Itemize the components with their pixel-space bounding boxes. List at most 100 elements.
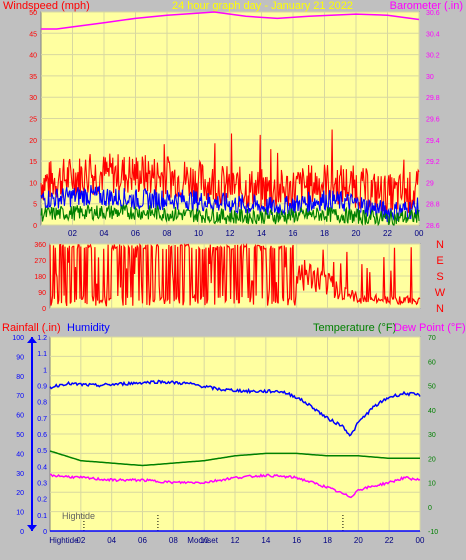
wind-direction-series [49, 242, 421, 307]
rainfall-tick-label: 0.1 [37, 513, 47, 520]
rainfall-tick-label: 1 [43, 367, 47, 374]
temperature-axis-title: Temperature (°F) [313, 322, 396, 334]
direction-tick-label: 0 [42, 306, 46, 313]
direction-tick-label: 90 [38, 290, 46, 297]
time-tick-label: 02 [68, 229, 77, 238]
temperature-tick-label: 10 [428, 481, 436, 488]
time-tick-label: 04 [100, 229, 109, 238]
humidity-axis-arrow [27, 525, 37, 531]
windspeed-low-line [40, 203, 420, 227]
barometer-tick-label: 28.6 [426, 223, 440, 230]
barometer-axis: 28.6 28.8 29 29.2 29.4 29.6 29.8 30 30.2 30.4 30.6 [426, 10, 440, 230]
barometer-tick-label: 29.6 [426, 117, 440, 124]
humidity-axis-title: Humidity [67, 322, 110, 334]
windspeed-tick-label: 35 [29, 74, 37, 81]
humidity-tick-label: 10 [16, 510, 24, 517]
wind-direction-axis: 0 90 180 270 360 [34, 242, 46, 313]
barometer-tick-label: 30.4 [426, 31, 440, 38]
temperature-tick-label: 30 [428, 432, 436, 439]
rainfall-tick-label: 0.7 [37, 416, 47, 423]
rainfall-tick-label: 0.9 [37, 384, 47, 391]
time3-tick-label: 10 [200, 536, 209, 545]
rain-humidity-temp-grid [50, 336, 421, 532]
windspeed-tick-label: 30 [29, 95, 37, 102]
time-axis-top: 02 04 06 08 10 12 14 16 18 20 22 00 [68, 229, 424, 238]
direction-tick-label: 360 [34, 242, 46, 249]
humidity-tick-label: 20 [16, 490, 24, 497]
windspeed-tick-label: 5 [33, 202, 37, 209]
barometer-tick-label: 30 [426, 74, 434, 81]
time-tick-label: 22 [383, 229, 392, 238]
direction-tick-label: 270 [34, 258, 46, 265]
time-tick-label: 20 [352, 229, 361, 238]
time3-tick-label: Hightide [49, 536, 79, 545]
dew_point-line [49, 473, 421, 499]
temperature-tick-label: 40 [428, 408, 436, 415]
direction-tick-label: 180 [34, 274, 46, 281]
humidity-axis: 0 10 20 30 40 50 60 70 80 90 100 [12, 335, 37, 536]
windspeed-tick-label: 0 [33, 223, 37, 230]
temperature-tick-label: 70 [428, 335, 436, 342]
humidity-axis-arrow [27, 337, 37, 343]
time3-tick-label: 12 [231, 536, 240, 545]
time-tick-label: 06 [131, 229, 140, 238]
time3-tick-label: 22 [385, 536, 394, 545]
windspeed-axis: 0 5 10 15 20 25 30 35 40 45 50 [29, 10, 37, 230]
rainfall-axis-title: Rainfall (.in) [2, 322, 61, 334]
humidity-tick-label: 70 [16, 393, 24, 400]
windspeed-axis-title: Windspeed (mph) [3, 0, 90, 12]
windspeed-tick-label: 40 [29, 53, 37, 60]
windspeed-tick-label: 15 [29, 159, 37, 166]
rainfall-tick-label: 0.4 [37, 464, 47, 471]
humidity-line [49, 379, 421, 437]
humidity-tick-label: 0 [20, 529, 24, 536]
time3-tick-label: 16 [292, 536, 301, 545]
windspeed-gust-line [40, 129, 420, 216]
windspeed-avg-line [40, 185, 420, 223]
compass-label: N [436, 303, 444, 315]
temperature-tick-label: 20 [428, 456, 436, 463]
rainfall-tick-label: 0.3 [37, 481, 47, 488]
time3-tick-label: 02 [76, 536, 85, 545]
windspeed-tick-label: 50 [29, 10, 37, 17]
windspeed-tick-label: 10 [29, 180, 37, 187]
compass-label: S [436, 271, 443, 283]
windspeed-tick-label: 45 [29, 31, 37, 38]
time-tick-label: 14 [257, 229, 266, 238]
time-tick-label: 18 [320, 229, 329, 238]
time-tick-label: 08 [163, 229, 172, 238]
graph-date-title: 24 hour graph day - January 21 2022 [172, 0, 353, 12]
compass-label: W [435, 287, 446, 299]
time-tick-label: 00 [415, 229, 424, 238]
compass-label: N [436, 239, 444, 251]
barometer-tick-label: 29.4 [426, 138, 440, 145]
barometer-tick-label: 28.8 [426, 202, 440, 209]
temperature-line [49, 450, 420, 467]
temperature-tick-label: 50 [428, 384, 436, 391]
rainfall-tick-label: 0 [43, 529, 47, 536]
wind-barometer-series [40, 11, 420, 227]
barometer-axis-title: Barometer (.in) [390, 0, 463, 12]
rainfall-tick-label: 0.8 [37, 400, 47, 407]
wind-direction-line [49, 242, 421, 307]
humidity-tick-label: 50 [16, 432, 24, 439]
hightide-annotation: Hightide [62, 511, 95, 521]
time-tick-label: 10 [194, 229, 203, 238]
barometer-tick-label: 29.2 [426, 159, 440, 166]
barometer-tick-label: 30.2 [426, 53, 440, 60]
humidity-tick-label: 30 [16, 471, 24, 478]
temperature-tick-label: -10 [428, 529, 438, 536]
time3-tick-label: 18 [323, 536, 332, 545]
time-tick-label: 12 [226, 229, 235, 238]
temperature-tick-label: 0 [428, 505, 432, 512]
barometer-tick-label: 29 [426, 180, 434, 187]
barometer-tick-label: 30.6 [426, 10, 440, 17]
time3-tick-label: 04 [107, 536, 116, 545]
time3-tick-label: 06 [138, 536, 147, 545]
rainfall-tick-label: 0.5 [37, 448, 47, 455]
windspeed-tick-label: 25 [29, 117, 37, 124]
